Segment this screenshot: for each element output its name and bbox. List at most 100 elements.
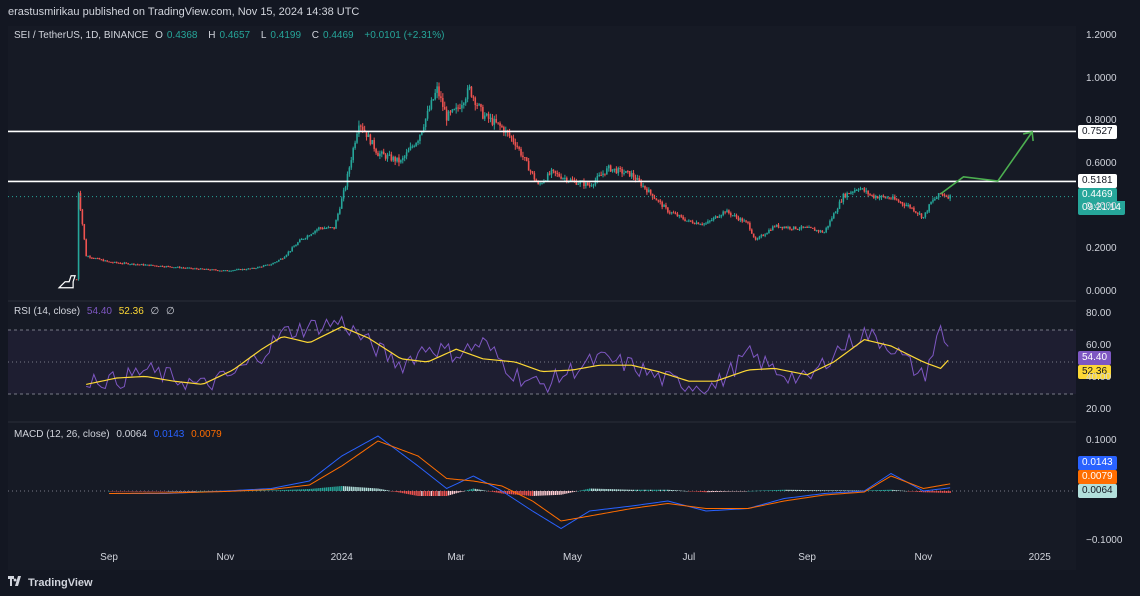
macd-histogram-bar (199, 490, 202, 492)
candle-body (594, 180, 597, 185)
macd-histogram-bar (512, 491, 515, 495)
macd-histogram-bar (798, 489, 801, 491)
candle-body (358, 125, 360, 134)
candle-body (617, 168, 620, 174)
macd-histogram-bar (918, 491, 921, 492)
candle-body (154, 265, 156, 267)
macd-histogram-bar (466, 490, 469, 491)
macd-histogram-bar (485, 490, 488, 492)
candle-body (392, 157, 395, 161)
macd-histogram-bar (806, 490, 808, 491)
macd-histogram-bar (306, 489, 309, 491)
macd-histogram-bar (678, 490, 681, 491)
candle-body (319, 227, 322, 229)
macd-histogram-bar (619, 489, 621, 491)
macd-histogram-bar (743, 491, 745, 492)
candle-body (865, 190, 868, 192)
candle-body (430, 100, 433, 109)
macd-histogram-bar (625, 489, 627, 491)
macd-histogram-bar (855, 490, 858, 491)
footer-brand[interactable]: TradingView (8, 574, 93, 592)
candle-body (201, 268, 204, 270)
candle-body (768, 230, 770, 234)
macd-histogram-bar (192, 491, 194, 492)
candle-body (764, 234, 766, 236)
macd-histogram-bar (768, 490, 770, 491)
macd-histogram-bar (548, 491, 551, 496)
macd-histogram-bar (825, 490, 827, 491)
candle-body (611, 169, 614, 172)
macd-histogram-bar (140, 491, 143, 492)
macd-histogram-bar (588, 488, 591, 491)
candle-body (356, 133, 358, 143)
macd-histogram-bar (882, 489, 885, 491)
macd-histogram-bar (110, 491, 112, 492)
candle-body (657, 200, 660, 202)
macd-histogram-bar (670, 490, 673, 491)
macd-histogram-bar (754, 490, 757, 492)
macd-histogram-bar (426, 491, 429, 496)
tradingview-logo-icon (8, 574, 24, 592)
candle-body (230, 270, 232, 272)
macd-histogram-bar (579, 490, 581, 492)
macd-histogram-bar (659, 489, 661, 491)
candle-body (678, 215, 681, 217)
candle-body (728, 210, 730, 214)
candle-body (789, 226, 791, 229)
macd-histogram-bar (344, 486, 347, 491)
macd-histogram-bar (787, 489, 789, 491)
candle-body (676, 213, 679, 217)
candle-body (451, 109, 454, 112)
macd-histogram-bar (320, 487, 322, 491)
candle-body (844, 193, 847, 198)
candle-body (575, 180, 578, 185)
macd-histogram-bar (291, 489, 293, 491)
macd-histogram-bar (165, 491, 167, 492)
candle-body (546, 173, 549, 181)
candle-body (413, 146, 416, 148)
lower-level-tag: 0.5181 (1078, 174, 1117, 188)
macd-histogram-bar (699, 491, 701, 492)
macd-histogram-bar (888, 489, 890, 491)
candle-body (693, 223, 696, 225)
candle-body (823, 232, 826, 234)
macd-histogram-bar (726, 491, 728, 492)
macd-histogram-bar (686, 491, 688, 492)
macd-histogram-bar (522, 491, 524, 496)
candle-body (909, 204, 911, 208)
macd-histogram-bar (850, 490, 852, 491)
candle-body (228, 270, 231, 272)
macd-histogram-bar (310, 488, 312, 491)
macd-histogram-bar (829, 490, 831, 491)
macd-histogram-bar (583, 489, 585, 491)
candle-body (518, 146, 520, 149)
macd-histogram-bar (436, 491, 438, 496)
macd-histogram-bar (283, 489, 286, 491)
candle-body (770, 230, 772, 232)
candle-body (464, 99, 467, 104)
candle-body (855, 189, 858, 191)
candle-body (680, 215, 683, 217)
candle-body (350, 160, 353, 168)
candle-body (550, 169, 553, 175)
candle-body (747, 221, 749, 223)
macd-histogram-bar (184, 491, 187, 492)
candle-body (360, 125, 362, 127)
chart-svg[interactable]: Sep Nov 2024 Mar May Jul Sep Nov 2025 (8, 26, 1076, 570)
macd-histogram-bar (369, 487, 372, 491)
macd-histogram-bar (358, 487, 360, 491)
candle-body (165, 266, 168, 268)
candle-body (876, 196, 879, 199)
candle-body (361, 126, 364, 130)
candle-body (806, 226, 808, 228)
candle-body (272, 263, 274, 265)
rsi-null-1: ∅ (150, 306, 160, 317)
macd-histogram-bar (796, 489, 799, 491)
macd-histogram-bar (350, 486, 352, 491)
macd-histogram-bar (506, 491, 509, 494)
candle-body (935, 197, 938, 200)
macd-histogram-bar (718, 491, 721, 492)
macd-histogram-bar (547, 491, 549, 496)
candle-body (663, 205, 665, 207)
chart-area[interactable]: Sep Nov 2024 Mar May Jul Sep Nov 2025 (8, 26, 1076, 570)
